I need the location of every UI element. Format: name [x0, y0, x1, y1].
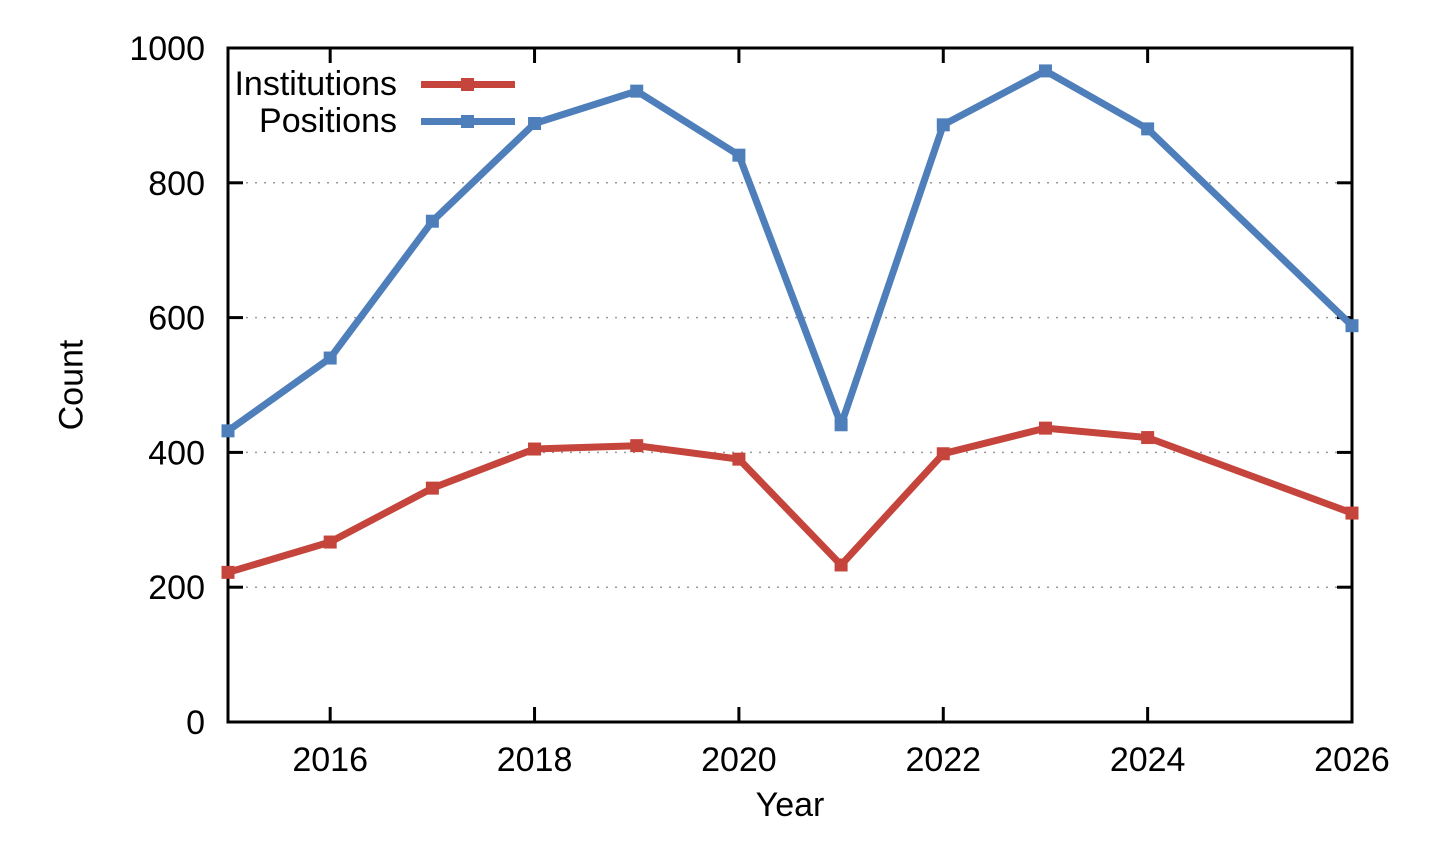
data-point-marker-positions	[425, 214, 439, 228]
y-tick-label: 1000	[129, 30, 205, 68]
data-point-marker-positions	[936, 118, 950, 132]
data-point-marker-positions	[834, 418, 848, 432]
legend: Institutions Positions	[225, 66, 515, 140]
data-point-marker-institutions	[1141, 431, 1155, 445]
data-point-marker-positions	[221, 424, 235, 438]
x-tick-label: 2026	[1314, 741, 1390, 779]
legend-label-institutions: Institutions	[234, 65, 397, 103]
x-tick-label: 2018	[497, 741, 573, 779]
data-point-marker-institutions	[221, 565, 235, 579]
data-point-marker-institutions	[1038, 421, 1052, 435]
legend-marker-positions	[461, 115, 474, 128]
x-tick-label: 2020	[701, 741, 777, 779]
data-point-marker-institutions	[323, 535, 337, 549]
data-point-marker-institutions	[528, 442, 542, 456]
data-point-marker-institutions	[425, 481, 439, 495]
data-point-marker-institutions	[834, 558, 848, 572]
data-point-marker-institutions	[732, 452, 746, 466]
y-tick-label: 0	[186, 704, 205, 742]
plot-border	[226, 46, 1354, 724]
data-point-marker-institutions	[1345, 506, 1359, 520]
legend-label-positions: Positions	[259, 102, 397, 140]
y-tick-label: 600	[148, 300, 205, 338]
legend-line-sample-institutions	[421, 78, 515, 91]
x-tick-label: 2024	[1110, 741, 1186, 779]
y-tick-label: 800	[148, 165, 205, 203]
data-point-marker-positions	[323, 351, 337, 365]
data-point-marker-positions	[1141, 122, 1155, 136]
data-point-marker-positions	[630, 84, 644, 98]
legend-marker-institutions	[461, 78, 474, 91]
legend-line-sample-positions	[421, 115, 515, 128]
data-point-marker-positions	[1345, 319, 1359, 333]
data-point-marker-institutions	[936, 447, 950, 461]
y-tick-label: 200	[148, 569, 205, 607]
y-axis-title: Count	[52, 339, 91, 431]
data-point-marker-positions	[1038, 64, 1052, 78]
legend-row-positions: Positions	[225, 103, 515, 140]
y-tick-label: 400	[148, 434, 205, 472]
legend-row-institutions: Institutions	[225, 66, 515, 103]
series-line-institutions	[227, 424, 1354, 576]
data-point-marker-institutions	[630, 439, 644, 453]
x-axis-title: Year	[755, 786, 825, 824]
x-tick-label: 2022	[905, 741, 981, 779]
data-point-marker-positions	[528, 116, 542, 130]
x-tick-label: 2016	[292, 741, 368, 779]
data-point-marker-positions	[732, 148, 746, 162]
